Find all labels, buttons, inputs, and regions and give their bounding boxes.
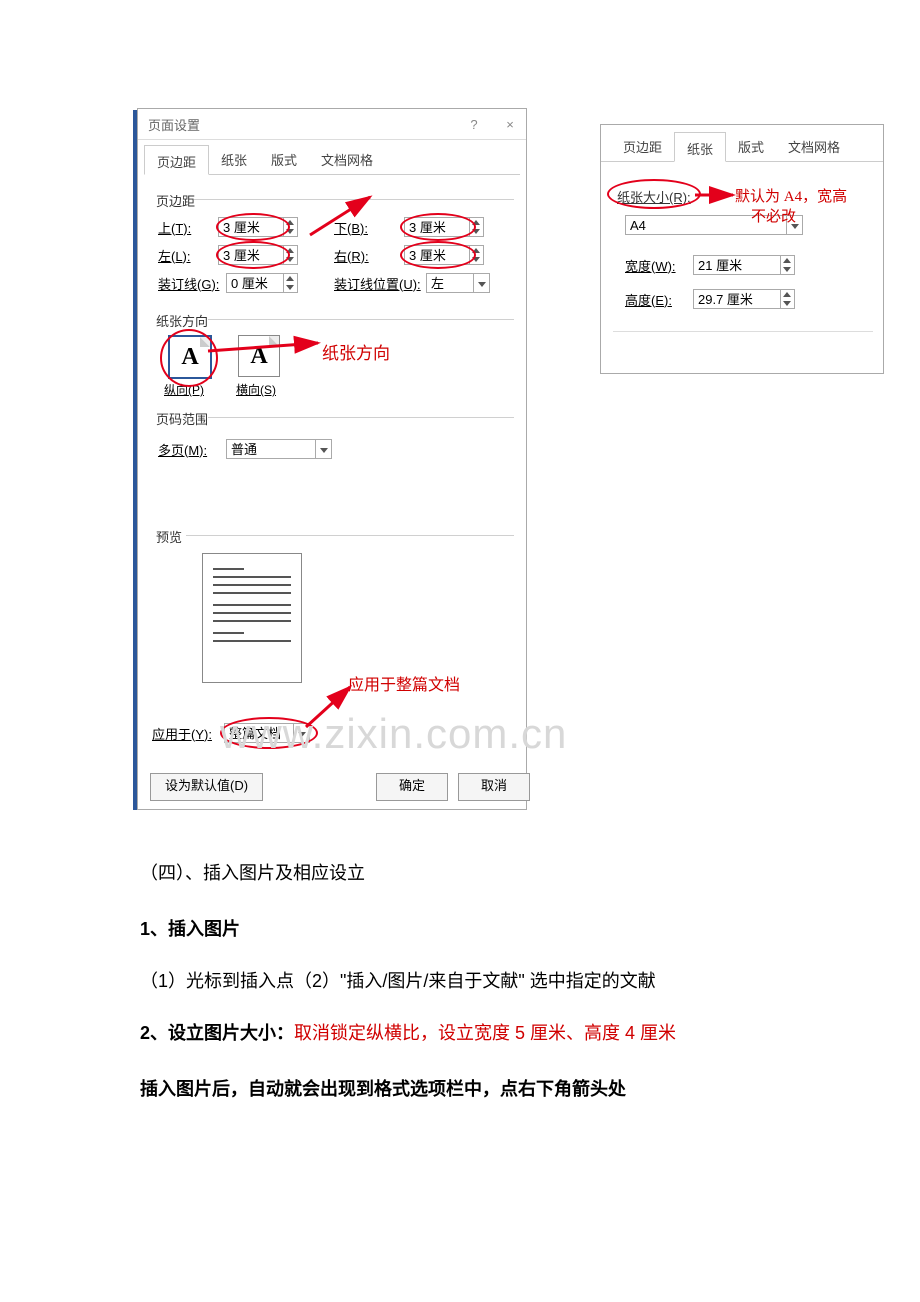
tab-grid-2[interactable]: 文档网格 [776, 131, 852, 161]
tab-layout-2[interactable]: 版式 [726, 131, 776, 161]
cancel-button[interactable]: 取消 [458, 773, 530, 801]
orientation-landscape[interactable]: A [238, 335, 280, 377]
text-format-tab-note: 插入图片后，自动就会出现到格式选项栏中，点右下角箭头处 [140, 1072, 860, 1106]
orientation-portrait[interactable]: A [168, 335, 212, 379]
tab-strip-2: 页边距 纸张 版式 文档网格 [601, 131, 883, 162]
dropdown-applyto[interactable] [294, 723, 310, 743]
preview-thumbnail [202, 553, 302, 683]
input-width[interactable]: 21 厘米 [693, 255, 781, 275]
label-applyto: 应用于(Y): [152, 724, 224, 743]
select-gutter-pos[interactable]: 左 [426, 273, 474, 293]
input-bottom[interactable]: 3 厘米 [404, 217, 470, 237]
help-button[interactable]: ? [466, 117, 482, 132]
heading-section-4: （四）、插入图片及相应设立 [140, 856, 860, 890]
text-size-prefix: 2、设立图片大小： [140, 1023, 294, 1043]
heading-insert-image: 1、插入图片 [140, 912, 860, 946]
dialog-titlebar: 页面设置 ? × [138, 109, 526, 140]
group-margins-label: 页边距 [152, 191, 199, 210]
input-height[interactable]: 29.7 厘米 [693, 289, 781, 309]
input-left[interactable]: 3 厘米 [218, 245, 284, 265]
group-preview-label: 预览 [152, 527, 186, 546]
orientation-portrait-label: 纵向(P) [164, 381, 204, 398]
spinner-left[interactable] [284, 245, 298, 265]
label-left: 左(L): [158, 246, 218, 265]
spinner-bottom[interactable] [470, 217, 484, 237]
orientation-landscape-label: 横向(S) [236, 381, 276, 398]
dialog-title: 页面设置 [148, 115, 200, 134]
close-button[interactable]: × [500, 117, 520, 132]
input-right[interactable]: 3 厘米 [404, 245, 470, 265]
input-gutter[interactable]: 0 厘米 [226, 273, 284, 293]
paper-dialog-fragment: 页边距 纸张 版式 文档网格 纸张大小(R): A4 宽度(W): 21 厘米 … [600, 124, 884, 374]
tab-paper[interactable]: 纸张 [209, 144, 259, 174]
tab-grid[interactable]: 文档网格 [309, 144, 385, 174]
spinner-right[interactable] [470, 245, 484, 265]
ok-button[interactable]: 确定 [376, 773, 448, 801]
spinner-width[interactable] [781, 255, 795, 275]
letter-a-icon: A [250, 343, 267, 369]
default-button[interactable]: 设为默认值(D) [150, 773, 263, 801]
annotation-applyto: 应用于整篇文档 [348, 671, 460, 695]
label-gutter: 装订线(G): [158, 274, 226, 293]
text-size-detail: 取消锁定纵横比，设立宽度 5 厘米、高度 4 厘米 [294, 1023, 676, 1043]
label-height: 高度(E): [625, 290, 693, 309]
dropdown-gutter-pos[interactable] [474, 273, 490, 293]
spinner-gutter[interactable] [284, 273, 298, 293]
label-multipage: 多页(M): [158, 440, 226, 459]
tab-margins[interactable]: 页边距 [144, 145, 209, 175]
annotation-a4-l1: 默认为 A4，宽高 [735, 185, 847, 206]
tab-layout[interactable]: 版式 [259, 144, 309, 174]
label-gutter-pos: 装订线位置(U): [334, 274, 426, 293]
annotation-orientation: 纸张方向 [322, 339, 390, 364]
group-orientation-label: 纸张方向 [152, 311, 212, 330]
page-setup-dialog: 页面设置 ? × 页边距 纸张 版式 文档网格 页边距 上(T): 3 厘米 下… [137, 108, 527, 810]
label-top: 上(T): [158, 218, 218, 237]
annotation-arrows [138, 109, 528, 809]
tab-margins-2[interactable]: 页边距 [611, 131, 674, 161]
dropdown-multipage[interactable] [316, 439, 332, 459]
spinner-top[interactable] [284, 217, 298, 237]
select-applyto[interactable]: 整篇文档 [224, 723, 294, 743]
label-right: 右(R): [334, 246, 390, 265]
label-bottom: 下(B): [334, 218, 390, 237]
label-paper-size: 纸张大小(R): [613, 187, 695, 206]
text-insert-steps: （1）光标到插入点（2）"插入/图片/来自于文献" 选中指定的文献 [140, 964, 860, 998]
label-width: 宽度(W): [625, 256, 693, 275]
select-multipage[interactable]: 普通 [226, 439, 316, 459]
text-size-setting: 2、设立图片大小：取消锁定纵横比，设立宽度 5 厘米、高度 4 厘米 [140, 1016, 860, 1050]
letter-a-icon: A [181, 344, 198, 370]
group-pagerange-label: 页码范围 [152, 409, 212, 428]
spinner-height[interactable] [781, 289, 795, 309]
input-top[interactable]: 3 厘米 [218, 217, 284, 237]
tab-strip: 页边距 纸张 版式 文档网格 [144, 144, 520, 175]
annotation-a4-l2: 不必改 [751, 205, 796, 226]
tab-paper-2[interactable]: 纸张 [674, 132, 726, 162]
